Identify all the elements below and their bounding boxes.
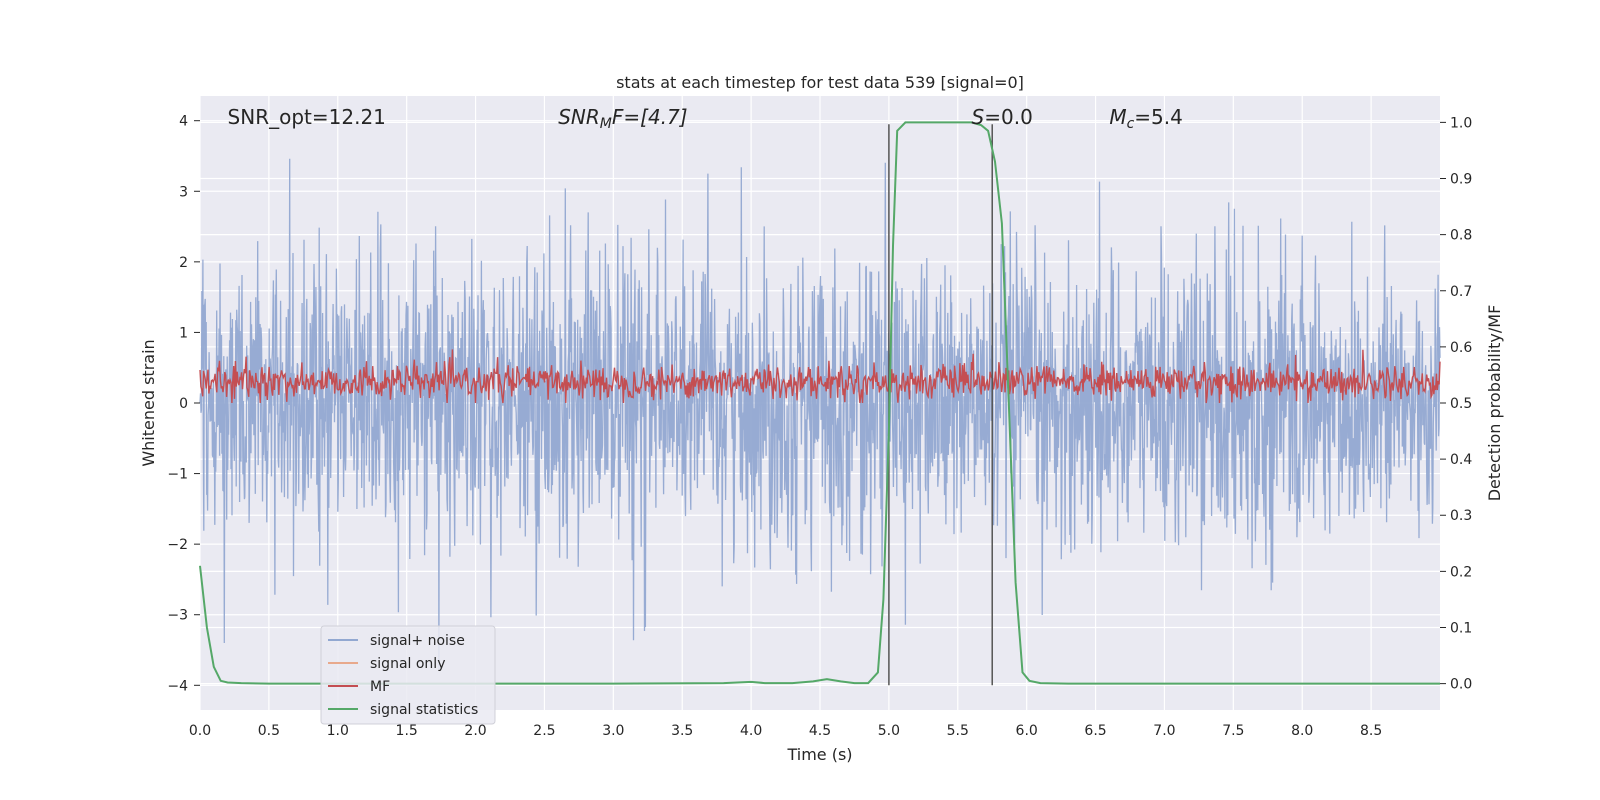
y-right-tick-label: 0.9 (1450, 172, 1472, 188)
annotations: SNR_opt=12.21 SNRMF=[4.7] S=0.0 Mc=5.4 (228, 105, 1183, 132)
x-tick-label: 4.5 (809, 723, 831, 739)
y-tick-label: −4 (167, 678, 188, 694)
annotation-subscript: c (1127, 116, 1135, 132)
x-tick-label: 6.5 (1084, 723, 1106, 739)
y-right-tick-label: 0.3 (1450, 508, 1472, 524)
y-right-tick-label: 0.4 (1450, 452, 1472, 468)
x-tick-label: 3.5 (671, 723, 693, 739)
series-mf (199, 349, 1441, 404)
mf-line (199, 349, 1441, 404)
x-tick-label: 1.0 (327, 723, 349, 739)
y-axis-label-right: Detection probability/MF (1485, 305, 1504, 502)
annotation-main: SNR_opt (228, 105, 312, 129)
y-tick-label: −1 (167, 467, 188, 483)
legend-label-signal-statistics: signal statistics (370, 702, 478, 718)
x-tick-label: 0.5 (258, 723, 280, 739)
signal-statistics-line (199, 121, 1440, 685)
x-tick-label: 0.0 (189, 723, 211, 739)
series-signal-noise (199, 158, 1441, 670)
y-right-tick-label: 0.8 (1450, 228, 1472, 244)
y-tick-label: −3 (167, 608, 188, 624)
annotation-text: SNRMF=[4.7] (558, 105, 687, 132)
y-right-tick-label: 0.6 (1450, 340, 1472, 356)
annotation-subscript: M (600, 116, 612, 132)
y-right-tick-label: 0.7 (1450, 284, 1472, 300)
chart-title: stats at each timestep for test data 539… (616, 73, 1024, 92)
legend: signal+ noise signal only MF signal stat… (320, 625, 496, 725)
legend-label-signal-noise: signal+ noise (370, 633, 465, 649)
legend-box (320, 625, 496, 725)
x-tick-label: 8.5 (1360, 723, 1382, 739)
annotation-main: SNR (558, 105, 600, 129)
x-axis-label: Time (s) (786, 745, 852, 764)
y-tick-label: 1 (179, 325, 188, 341)
annotation-text: S=0.0 (972, 105, 1033, 129)
y-right-tick-label: 0.0 (1450, 677, 1472, 693)
y-right-tick-label: 0.1 (1450, 620, 1472, 636)
y-tick-label: 3 (179, 184, 188, 200)
series-signal-statistics (199, 121, 1440, 685)
signal-noise-line (199, 158, 1441, 670)
y-right-tick-label: 0.2 (1450, 564, 1472, 580)
x-tick-label: 5.0 (878, 723, 900, 739)
x-tick-label: 4.0 (740, 723, 762, 739)
y-right-tick-label: 1.0 (1450, 115, 1472, 131)
x-tick-label: 5.5 (947, 723, 969, 739)
x-tick-label: 7.5 (1222, 723, 1244, 739)
x-tick-label: 8.0 (1291, 723, 1313, 739)
y-axis-label: Whitened strain (139, 339, 158, 466)
annotation-rest: F=[4.7] (612, 105, 688, 129)
y-tick-label: 2 (179, 255, 188, 271)
y-tick-label: 4 (179, 114, 188, 130)
x-tick-label: 2.5 (533, 723, 555, 739)
x-tick-label: 6.0 (1016, 723, 1038, 739)
x-tick-label: 1.5 (396, 723, 418, 739)
ticks: 0.0 0.5 1.0 1.5 2.0 2.5 3.0 3.5 4.0 4.5 5.0 5.5 6.0 6… (167, 114, 1472, 739)
annotation-rest: =0.0 (984, 105, 1033, 129)
annotation-rest: =12.21 (312, 105, 386, 129)
annotation-text: Mc=5.4 (1109, 105, 1183, 132)
x-tick-label: 3.0 (602, 723, 624, 739)
y-tick-label: 0 (179, 396, 188, 412)
legend-label-signal-only: signal only (370, 656, 445, 672)
annotation-rest: =5.4 (1134, 105, 1183, 129)
x-tick-label: 7.0 (1153, 723, 1175, 739)
y-tick-label: −2 (167, 537, 188, 553)
annotation-main: S (972, 105, 985, 129)
annotation-text: SNR_opt=12.21 (228, 105, 386, 129)
x-tick-label: 2.0 (464, 723, 486, 739)
y-right-tick-label: 0.5 (1450, 396, 1472, 412)
annotation-main: M (1109, 105, 1126, 129)
legend-label-mf: MF (370, 679, 390, 695)
